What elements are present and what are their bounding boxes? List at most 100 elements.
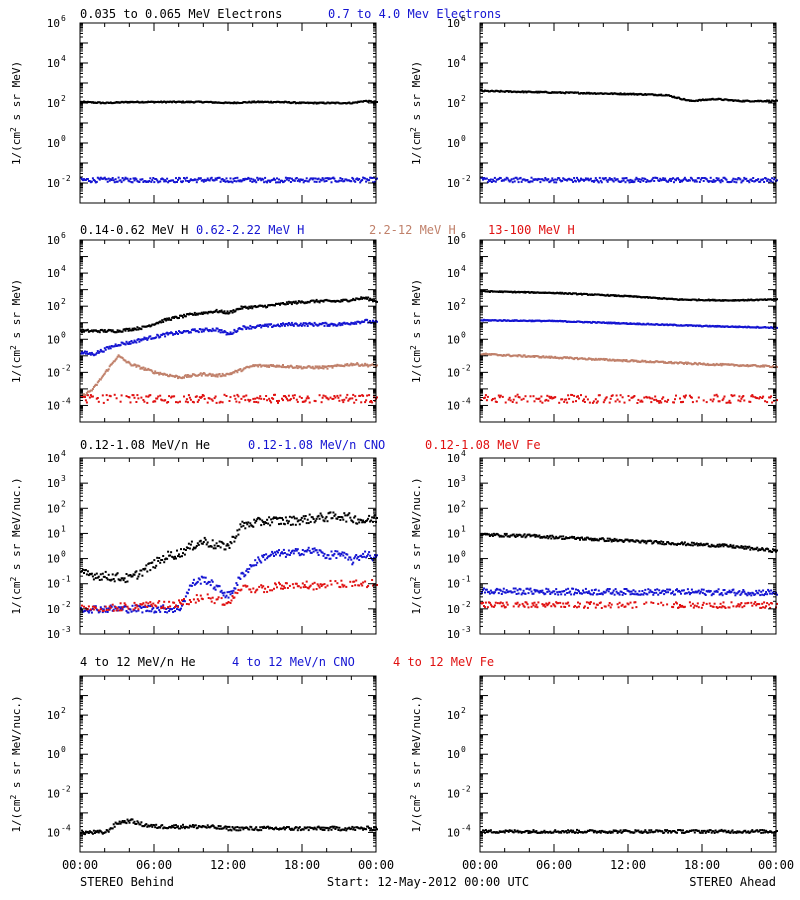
data-point xyxy=(740,397,743,400)
data-point xyxy=(357,518,360,521)
data-point xyxy=(82,328,84,331)
data-point xyxy=(273,555,275,557)
data-point xyxy=(287,366,290,369)
data-point xyxy=(179,609,181,612)
data-point xyxy=(368,299,371,302)
series-0-12-1-08-mev-n-he xyxy=(80,511,378,584)
data-point xyxy=(314,365,317,368)
data-point xyxy=(83,351,85,354)
data-point xyxy=(507,179,510,182)
data-point xyxy=(350,558,353,561)
data-point xyxy=(624,181,627,184)
data-point xyxy=(618,400,621,403)
data-point xyxy=(265,364,268,367)
data-point xyxy=(166,317,169,320)
data-point xyxy=(693,180,696,183)
data-point xyxy=(84,607,87,610)
data-point xyxy=(181,599,183,602)
data-point xyxy=(307,522,310,525)
data-point xyxy=(91,605,94,608)
data-point xyxy=(773,178,775,181)
data-point xyxy=(140,607,143,609)
data-point xyxy=(107,368,110,371)
data-point xyxy=(666,400,669,403)
data-point xyxy=(295,549,298,552)
data-point xyxy=(217,545,220,547)
data-point xyxy=(660,401,663,404)
data-point xyxy=(157,395,160,398)
data-point xyxy=(198,373,201,376)
data-point xyxy=(264,558,267,561)
data-point xyxy=(201,328,204,331)
data-point xyxy=(279,516,281,519)
data-point xyxy=(97,400,100,403)
y-tick-label-exponent: -4 xyxy=(461,396,471,405)
data-point xyxy=(306,518,309,521)
data-point xyxy=(178,317,180,319)
data-point xyxy=(279,325,281,328)
data-point xyxy=(334,396,337,399)
data-point xyxy=(97,177,100,180)
data-point xyxy=(521,90,524,93)
data-point xyxy=(249,306,252,309)
data-point xyxy=(364,401,367,404)
data-point xyxy=(194,313,197,316)
data-point xyxy=(233,328,236,331)
data-point xyxy=(172,179,175,182)
data-point xyxy=(203,397,206,400)
data-point xyxy=(193,328,196,331)
data-point xyxy=(637,398,640,401)
data-point xyxy=(260,397,263,400)
data-point xyxy=(589,177,592,180)
data-point xyxy=(135,341,138,344)
data-point xyxy=(257,401,260,404)
data-point xyxy=(129,363,132,366)
data-point xyxy=(94,607,97,609)
data-point xyxy=(284,396,287,399)
data-point xyxy=(274,304,276,307)
data-point xyxy=(303,517,306,520)
data-point xyxy=(554,178,557,181)
data-point xyxy=(150,324,153,327)
data-point xyxy=(132,608,135,611)
data-point xyxy=(238,576,241,579)
data-point xyxy=(491,398,494,400)
data-point xyxy=(514,395,517,398)
data-point xyxy=(264,323,267,326)
data-point xyxy=(92,608,95,611)
data-point xyxy=(314,519,317,522)
data-point xyxy=(244,399,247,402)
data-point xyxy=(256,396,259,399)
data-point xyxy=(368,514,371,517)
data-point xyxy=(492,180,495,183)
data-point xyxy=(263,181,266,184)
data-point xyxy=(194,601,197,604)
data-point xyxy=(706,362,709,365)
data-point xyxy=(325,322,328,325)
data-point xyxy=(185,176,188,179)
data-point xyxy=(286,177,289,180)
series-0-035-to-0-065-mev-electrons xyxy=(480,89,778,103)
data-point xyxy=(588,401,591,404)
data-point xyxy=(280,522,282,525)
data-point xyxy=(216,327,219,330)
data-point xyxy=(90,329,93,332)
data-point xyxy=(679,181,681,183)
data-point xyxy=(763,365,766,368)
data-point xyxy=(148,610,151,613)
data-point xyxy=(259,560,262,563)
data-point xyxy=(485,177,488,180)
data-point xyxy=(311,365,314,368)
data-point xyxy=(138,181,141,183)
data-point xyxy=(291,394,294,397)
data-point xyxy=(151,179,154,182)
data-point xyxy=(225,312,228,315)
data-point xyxy=(278,302,280,305)
data-point xyxy=(138,340,141,343)
data-point xyxy=(195,594,198,597)
data-point xyxy=(170,318,173,321)
data-point xyxy=(225,395,228,397)
data-point xyxy=(296,367,299,370)
data-point xyxy=(649,397,652,400)
